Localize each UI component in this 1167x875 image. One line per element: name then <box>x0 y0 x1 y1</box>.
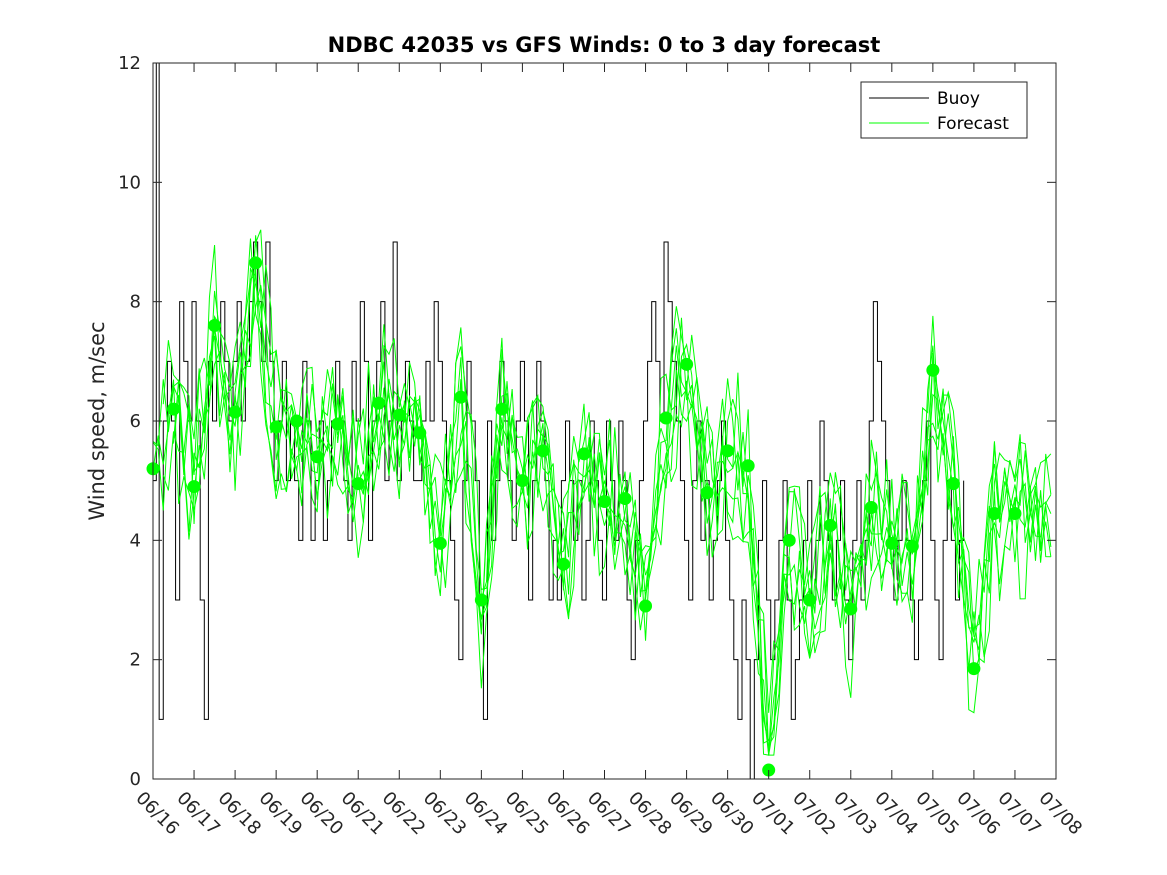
forecast-line <box>152 267 1052 744</box>
forecast-line <box>152 266 1052 756</box>
legend-buoy-label: Buoy <box>937 89 980 109</box>
forecast-marker <box>1008 506 1022 520</box>
forecast-marker <box>454 390 468 404</box>
forecast-marker <box>167 402 181 416</box>
forecast-marker <box>577 447 591 461</box>
forecast-marker <box>310 450 324 464</box>
y-axis: 0 2 4 6 8 10 12 <box>118 53 1056 790</box>
forecast-marker <box>803 593 817 607</box>
forecast-marker <box>556 557 570 571</box>
forecast-marker <box>946 477 960 491</box>
forecast-marker <box>598 495 611 509</box>
forecast-marker <box>187 480 201 494</box>
y-tick-label: 8 <box>130 292 141 313</box>
forecast-series <box>152 229 1052 756</box>
y-axis-label: Wind speed, m/sec <box>85 321 109 520</box>
forecast-markers <box>146 256 1022 777</box>
plot-background <box>153 63 1056 779</box>
forecast-marker <box>659 411 673 425</box>
forecast-marker <box>967 662 981 676</box>
forecast-marker <box>844 602 858 616</box>
forecast-marker <box>823 518 837 532</box>
buoy-line <box>153 62 965 780</box>
forecast-marker <box>249 256 263 270</box>
chart-title: NDBC 42035 vs GFS Winds: 0 to 3 day fore… <box>328 33 881 57</box>
y-tick-label: 0 <box>130 769 141 790</box>
forecast-marker <box>515 474 529 488</box>
forecast-marker <box>864 501 878 515</box>
forecast-marker <box>741 459 755 473</box>
y-tick-label: 12 <box>118 53 141 74</box>
y-tick-label: 4 <box>130 530 141 551</box>
buoy-series <box>153 62 965 780</box>
forecast-marker <box>536 444 550 458</box>
forecast-marker <box>905 539 919 553</box>
forecast-marker <box>433 536 447 550</box>
legend-box <box>860 81 1028 139</box>
plot-area <box>146 62 1057 780</box>
forecast-marker <box>331 417 345 431</box>
forecast-marker <box>392 408 406 422</box>
forecast-marker <box>269 420 283 434</box>
forecast-marker <box>680 357 694 371</box>
forecast-marker <box>639 599 653 613</box>
forecast-marker <box>351 477 365 491</box>
forecast-line <box>162 235 1051 756</box>
legend: Buoy Forecast <box>860 81 1028 139</box>
legend-forecast-label: Forecast <box>937 114 1009 134</box>
forecast-marker <box>474 593 488 607</box>
forecast-marker <box>721 444 735 458</box>
forecast-marker <box>987 506 1001 520</box>
forecast-marker <box>290 414 304 428</box>
forecast-marker <box>413 426 427 440</box>
y-tick-label: 6 <box>130 411 141 432</box>
forecast-marker <box>495 402 509 416</box>
forecast-marker <box>700 486 714 500</box>
forecast-marker <box>782 533 796 547</box>
forecast-marker <box>372 396 386 410</box>
y-tick-label: 2 <box>130 650 141 671</box>
forecast-marker <box>926 363 940 377</box>
forecast-marker <box>208 319 222 333</box>
forecast-marker <box>618 492 632 506</box>
forecast-marker <box>885 536 899 550</box>
forecast-marker <box>228 405 242 419</box>
y-tick-label: 10 <box>118 172 141 193</box>
